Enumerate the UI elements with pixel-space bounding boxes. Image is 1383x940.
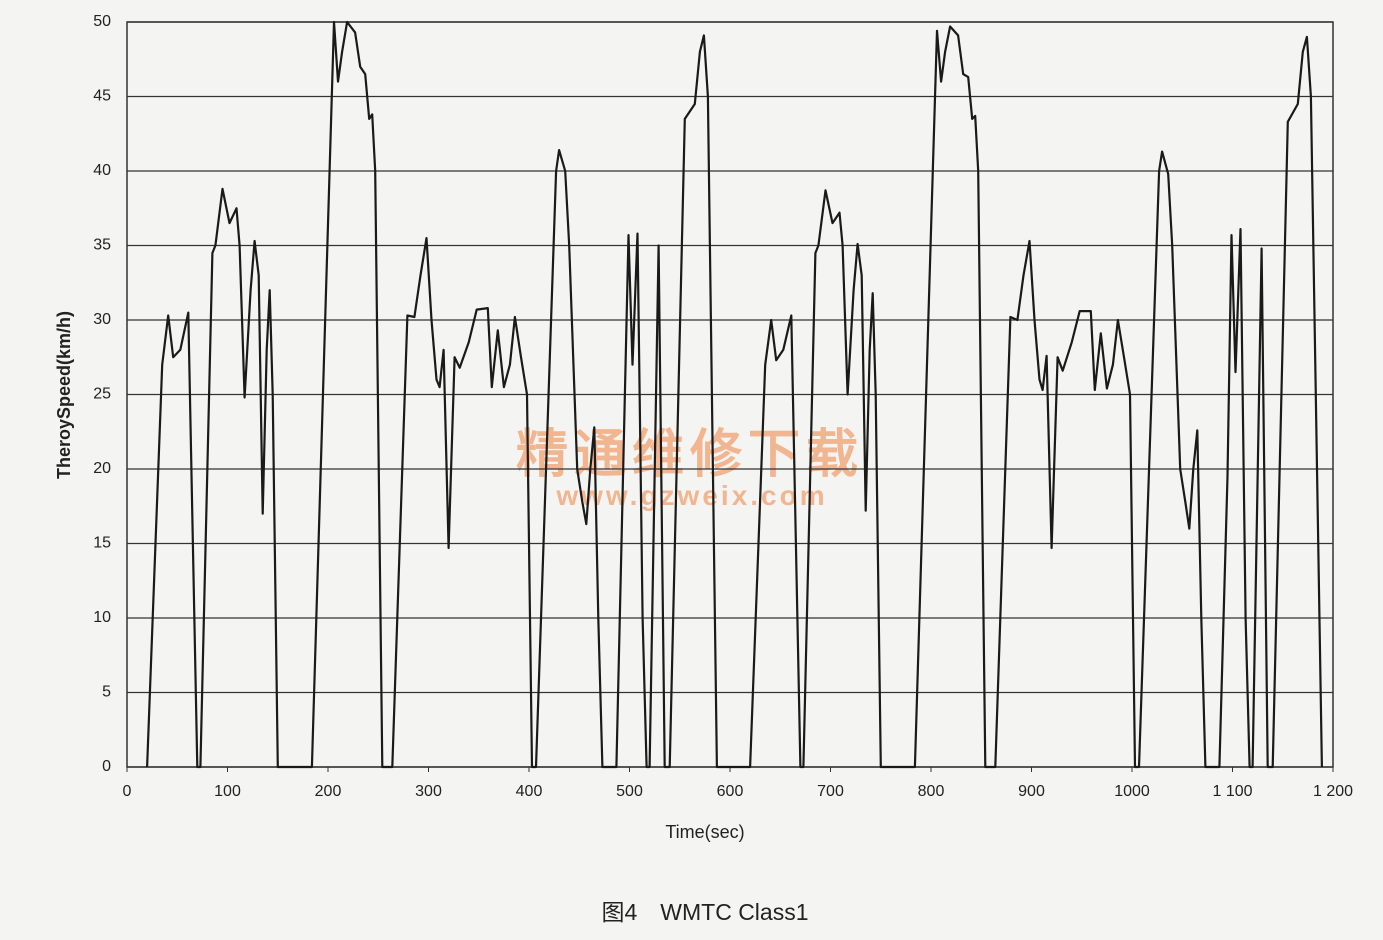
x-tick-label: 100 — [214, 783, 241, 800]
x-tick-label: 600 — [717, 783, 744, 800]
x-tick-label: 700 — [817, 783, 844, 800]
y-tick-label: 0 — [102, 758, 111, 775]
x-tick-label: 800 — [918, 783, 945, 800]
x-tick-label: 900 — [1018, 783, 1045, 800]
watermark: 精通维修下载 — [516, 424, 864, 485]
y-tick-label: 25 — [93, 386, 111, 403]
speed-line — [146, 20, 1323, 769]
watermark-url: www.gzweix.com — [555, 480, 827, 511]
caption: 图4 WMTC Class1 — [601, 899, 808, 925]
y-tick-label: 15 — [93, 535, 111, 552]
x-axis-label: Time(sec) — [665, 822, 744, 842]
y-tick-label: 30 — [93, 311, 111, 328]
y-axis-label: TheroySpeed(km/h) — [54, 311, 74, 479]
x-tick-label: 1000 — [1114, 783, 1150, 800]
y-tick-label: 20 — [93, 460, 111, 477]
x-tick-label: 300 — [415, 783, 442, 800]
y-tick-label: 5 — [102, 684, 111, 701]
y-tick-label: 50 — [93, 13, 111, 30]
x-tick-label: 400 — [516, 783, 543, 800]
y-tick-label: 35 — [93, 237, 111, 254]
x-tick-label: 500 — [616, 783, 643, 800]
x-tick-label: 1 100 — [1212, 783, 1252, 800]
y-tick-label: 40 — [93, 162, 111, 179]
x-tick-label: 200 — [315, 783, 342, 800]
x-tick-label: 1 200 — [1313, 783, 1353, 800]
x-tick-label: 0 — [123, 783, 132, 800]
y-tick-label: 10 — [93, 609, 111, 626]
y-tick-label: 45 — [93, 88, 111, 105]
